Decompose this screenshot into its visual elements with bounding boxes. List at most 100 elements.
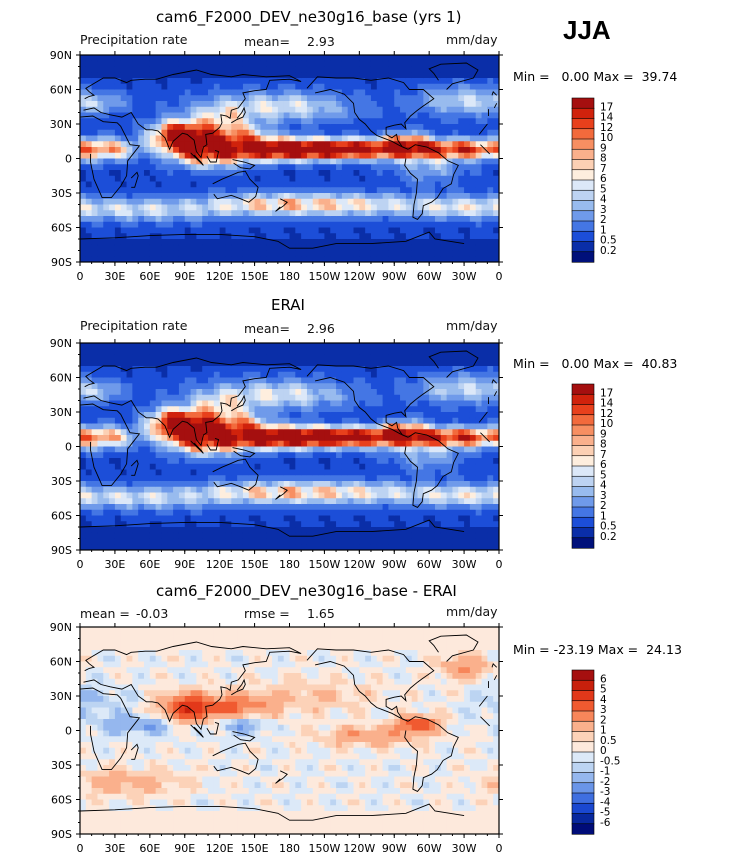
map-cell [155,360,162,367]
map-cell [219,481,226,488]
map-cell [318,170,325,177]
map-cell [423,141,430,148]
map-cell [429,406,436,413]
map-cell [434,429,442,436]
map-cell [109,538,116,545]
map-cell [388,366,395,373]
map-cell [260,256,267,263]
map-cell [330,152,337,159]
map-cell [248,377,255,384]
map-cell [295,469,302,476]
map-cell [423,348,430,355]
map-cell [359,394,366,401]
map-cell [208,348,215,355]
map-cell [324,83,331,90]
map-cell [213,101,221,108]
map-cell [80,475,87,482]
map-cell [312,210,319,217]
map-cell [330,158,337,165]
map-cell [481,239,488,246]
map-cell [493,227,500,234]
map-cell [144,72,151,79]
map-cell [138,78,145,85]
map-cell [242,164,250,171]
map-cell [295,423,302,430]
map-cell [91,463,98,470]
map-cell [167,118,174,125]
map-cell [277,118,285,125]
map-cell [312,198,319,205]
map-cell [353,515,360,522]
map-cell [103,400,110,407]
map-cell [91,83,98,90]
map-cell [80,469,87,476]
map-cell [97,164,104,171]
map-cell [103,343,110,350]
map-cell [237,440,244,447]
map-cell [301,412,308,419]
map-cell [341,521,349,528]
map-cell [330,175,337,182]
map-cell [400,452,407,459]
map-cell [103,423,110,430]
map-cell [237,118,244,125]
map-cell [376,515,384,522]
map-cell [347,101,354,108]
map-cell [458,164,465,171]
map-cell [219,198,226,205]
map-cell [405,101,413,108]
map-cell [225,147,232,154]
map-cell [493,210,500,217]
map-cell [353,498,360,505]
map-cell [208,532,215,539]
map-cell [283,141,290,148]
map-cell [196,509,203,516]
map-cell [126,406,133,413]
map-cell [173,412,180,419]
map-cell [213,210,221,217]
map-cell [184,544,191,551]
map-cell [91,509,98,516]
map-cell [149,135,157,142]
map-cell [80,60,87,67]
map-cell [167,435,174,442]
map-cell [231,250,238,257]
map-cell [295,181,302,188]
map-cell [266,118,273,125]
map-cell [208,417,215,424]
map-cell [324,101,331,108]
map-cell [114,256,122,263]
map-cell [434,360,442,367]
map-cell [336,256,343,263]
map-cell [155,78,162,85]
map-cell [103,204,110,211]
map-cell [417,72,424,79]
map-cell [237,106,244,113]
map-cell [481,170,488,177]
map-cell [283,78,290,85]
map-cell [370,389,378,396]
map-cell [126,544,133,551]
map-cell [190,193,197,200]
map-cell [440,72,448,79]
map-cell [365,389,372,396]
map-cell [411,164,418,171]
map-cell [114,95,122,102]
map-cell [219,486,226,493]
map-cell [114,389,122,396]
map-cell [301,216,308,223]
map-cell [272,486,279,493]
map-cell [353,129,360,136]
map-cell [493,250,500,257]
map-cell [190,429,197,436]
map-cell [405,95,413,102]
map-cell [132,383,139,390]
map-cell [365,210,372,217]
map-cell [248,66,255,73]
map-cell [353,233,360,240]
map-cell [464,95,471,102]
map-cell [417,498,424,505]
map-cell [301,227,308,234]
map-cell [231,216,238,223]
map-cell [114,400,122,407]
